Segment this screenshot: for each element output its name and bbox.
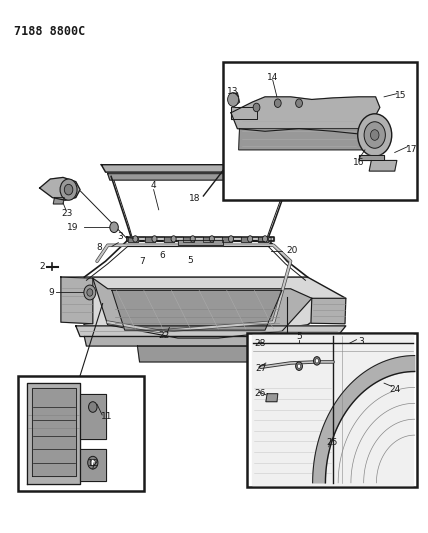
- Polygon shape: [145, 237, 155, 241]
- Text: 27: 27: [255, 364, 267, 373]
- Circle shape: [87, 289, 93, 296]
- Polygon shape: [178, 240, 223, 245]
- Polygon shape: [312, 356, 415, 483]
- Circle shape: [229, 236, 234, 242]
- Polygon shape: [183, 237, 193, 241]
- Text: 25: 25: [327, 438, 338, 447]
- Bar: [247, 333, 417, 487]
- Text: 5: 5: [188, 256, 193, 265]
- Polygon shape: [230, 93, 240, 108]
- Polygon shape: [137, 346, 265, 362]
- Text: 7188 8800C: 7188 8800C: [14, 25, 86, 38]
- Circle shape: [371, 130, 379, 140]
- Text: 22: 22: [158, 331, 169, 340]
- Circle shape: [60, 179, 77, 200]
- Polygon shape: [359, 155, 384, 160]
- Text: 5: 5: [296, 332, 302, 341]
- Bar: [18, 376, 144, 491]
- Polygon shape: [252, 335, 413, 485]
- Circle shape: [364, 122, 385, 148]
- Polygon shape: [53, 198, 64, 204]
- Circle shape: [296, 362, 303, 370]
- Text: 4: 4: [151, 181, 156, 190]
- Circle shape: [247, 236, 253, 242]
- Text: 11: 11: [101, 411, 113, 421]
- Text: 13: 13: [227, 87, 239, 96]
- Polygon shape: [231, 108, 256, 119]
- Text: 15: 15: [395, 91, 407, 100]
- Polygon shape: [32, 389, 76, 476]
- Circle shape: [90, 459, 95, 466]
- Text: 24: 24: [389, 385, 400, 394]
- Circle shape: [228, 93, 239, 107]
- Polygon shape: [93, 278, 312, 338]
- Polygon shape: [112, 290, 282, 330]
- Circle shape: [84, 285, 96, 300]
- Polygon shape: [164, 237, 175, 241]
- Text: 3: 3: [118, 232, 123, 241]
- Polygon shape: [61, 277, 346, 335]
- Text: 9: 9: [48, 288, 54, 297]
- Text: 16: 16: [353, 158, 364, 166]
- Text: 18: 18: [189, 193, 200, 203]
- Polygon shape: [231, 97, 380, 134]
- Circle shape: [358, 114, 392, 156]
- Polygon shape: [202, 237, 213, 241]
- Polygon shape: [127, 237, 273, 241]
- Text: 12: 12: [89, 459, 100, 469]
- Polygon shape: [239, 128, 376, 150]
- Circle shape: [262, 236, 268, 242]
- Circle shape: [89, 402, 97, 413]
- Circle shape: [296, 99, 303, 108]
- Text: 1: 1: [268, 237, 274, 246]
- Circle shape: [313, 357, 320, 365]
- Circle shape: [209, 236, 214, 242]
- Text: 23: 23: [62, 209, 73, 218]
- Polygon shape: [128, 237, 138, 241]
- Polygon shape: [311, 298, 346, 324]
- Circle shape: [133, 236, 138, 242]
- Text: 7: 7: [139, 257, 145, 265]
- Polygon shape: [40, 177, 80, 200]
- Polygon shape: [101, 165, 303, 172]
- Polygon shape: [61, 277, 93, 324]
- Circle shape: [315, 359, 318, 363]
- Circle shape: [88, 456, 98, 469]
- Text: 8: 8: [96, 244, 102, 253]
- Circle shape: [297, 364, 301, 368]
- Text: 17: 17: [406, 146, 417, 155]
- Polygon shape: [80, 449, 106, 481]
- Text: 2: 2: [39, 262, 45, 271]
- Polygon shape: [266, 394, 278, 402]
- Circle shape: [274, 99, 281, 108]
- Polygon shape: [80, 394, 106, 439]
- Polygon shape: [222, 237, 232, 241]
- Polygon shape: [76, 326, 346, 336]
- Circle shape: [64, 184, 73, 195]
- Text: 20: 20: [287, 246, 298, 255]
- Circle shape: [110, 222, 118, 232]
- Bar: [223, 62, 417, 200]
- Polygon shape: [84, 336, 342, 346]
- Circle shape: [190, 236, 195, 242]
- Polygon shape: [27, 383, 80, 484]
- Text: 3: 3: [358, 337, 363, 346]
- Circle shape: [171, 236, 176, 242]
- Text: 26: 26: [254, 389, 266, 398]
- Polygon shape: [241, 237, 251, 241]
- Polygon shape: [108, 174, 297, 180]
- Polygon shape: [369, 160, 397, 171]
- Text: 28: 28: [254, 339, 266, 348]
- Polygon shape: [258, 237, 268, 241]
- Text: 19: 19: [67, 223, 79, 232]
- Text: 6: 6: [159, 252, 165, 261]
- Circle shape: [253, 103, 260, 112]
- Text: 14: 14: [267, 72, 278, 82]
- Circle shape: [152, 236, 157, 242]
